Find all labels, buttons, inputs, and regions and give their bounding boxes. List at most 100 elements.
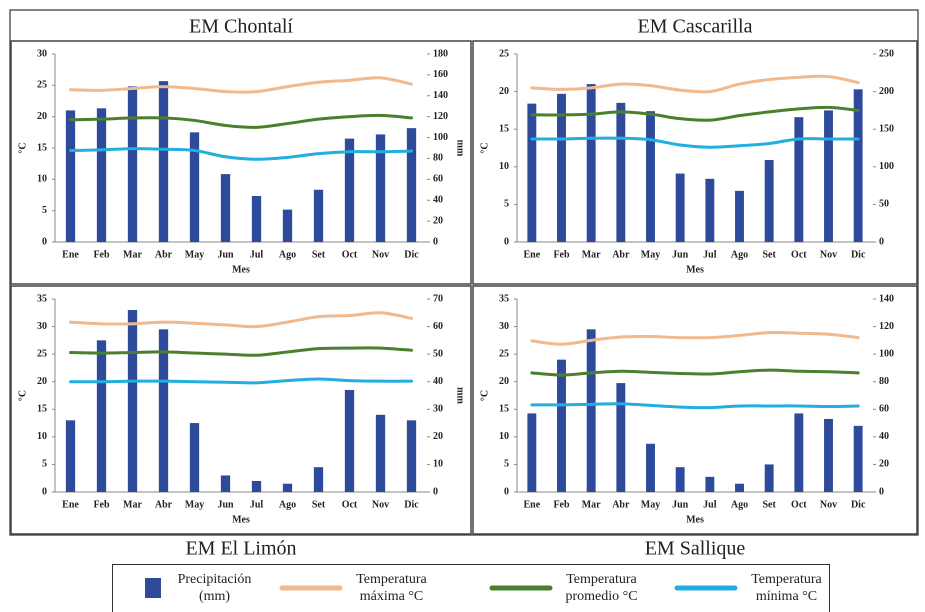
bar [705, 476, 715, 492]
y-tick-label: 25 [499, 48, 509, 59]
y-tick-label: 35 [37, 293, 47, 304]
legend-label: Temperatura máxima °C [356, 572, 427, 604]
y-axis-label: °C [479, 142, 490, 153]
line [530, 105, 860, 122]
y-tick-label: 25 [499, 348, 509, 359]
bar [282, 209, 293, 242]
y2-tick-label: 20 [879, 459, 889, 470]
x-axis-label: Mes [686, 264, 704, 275]
chart-title: EM Sallique [645, 538, 746, 560]
x-tick-label: Ene [523, 249, 540, 260]
x-axis-label: Mes [232, 514, 250, 525]
x-tick-label: Nov [820, 499, 837, 510]
bar [794, 413, 804, 492]
x-tick-label: Ago [731, 249, 748, 260]
y-tick-label: 15 [37, 404, 47, 415]
y2-tick-label: 150 [879, 123, 894, 134]
bar [406, 420, 417, 492]
y2-tick-label: 100 [879, 348, 894, 359]
y2-tick-label: 20 [433, 431, 443, 442]
x-tick-label: Ene [523, 499, 540, 510]
line [530, 331, 860, 346]
y-tick-label: 20 [499, 376, 509, 387]
bar [527, 413, 537, 492]
chart-title: EM Chontalí [189, 16, 293, 38]
legend-label: Precipitación (mm) [177, 572, 252, 604]
y-tick-label: 15 [37, 142, 47, 153]
bar [313, 467, 324, 492]
y-tick-label: 15 [499, 404, 509, 415]
x-tick-label: Feb [93, 499, 110, 510]
y2-tick-label: 60 [433, 321, 443, 332]
y2-tick-label: 0 [433, 486, 438, 497]
legend-item: Precipitación (mm) [141, 571, 262, 605]
bar [557, 93, 566, 242]
frame [9, 9, 919, 536]
x-tick-label: May [185, 249, 204, 260]
x-tick-label: Abr [155, 499, 173, 510]
legend-item: Temperatura mínima °C [673, 571, 834, 605]
y2-axis-label: mm [455, 387, 466, 404]
bar [220, 475, 231, 492]
x-tick-label: Dic [851, 499, 866, 510]
legend-label: Temperatura promedio °C [565, 572, 638, 604]
bar [127, 310, 138, 492]
x-tick-label: May [641, 249, 660, 260]
bar [220, 174, 231, 242]
y-tick-label: 0 [42, 236, 47, 247]
bar [646, 111, 655, 242]
x-tick-label: Feb [553, 499, 570, 510]
y-tick-label: 30 [499, 321, 509, 332]
y-tick-label: 0 [42, 486, 47, 497]
bar [764, 160, 774, 242]
x-tick-label: Jun [217, 249, 234, 260]
y-axis-label: °C [17, 390, 28, 401]
x-tick-label: Mar [123, 249, 142, 260]
y-tick-label: 20 [499, 86, 509, 97]
x-tick-label: Nov [820, 249, 837, 260]
y-tick-label: 5 [42, 459, 47, 470]
y-tick-label: 10 [37, 174, 47, 185]
legend-swatch [145, 578, 161, 598]
y2-tick-label: 0 [879, 236, 884, 247]
x-tick-label: Feb [93, 249, 110, 260]
bar [158, 81, 169, 243]
x-tick-label: Nov [372, 249, 389, 260]
y2-tick-label: 120 [879, 321, 894, 332]
y2-tick-label: 30 [433, 404, 443, 415]
panel-frame [10, 40, 472, 285]
bar [189, 423, 200, 492]
y-tick-label: 30 [37, 48, 47, 59]
bar [189, 132, 200, 242]
legend-key [489, 585, 553, 591]
y2-tick-label: 60 [879, 404, 889, 415]
x-tick-label: Mar [123, 499, 142, 510]
x-tick-label: Jul [250, 249, 264, 260]
bar [705, 178, 715, 242]
y-tick-label: 20 [37, 376, 47, 387]
line [69, 147, 413, 161]
y-tick-label: 35 [499, 293, 509, 304]
y2-tick-label: 70 [433, 293, 443, 304]
line [69, 311, 413, 329]
bar [557, 359, 566, 492]
y2-tick-label: 0 [879, 486, 884, 497]
x-tick-label: Set [762, 249, 776, 260]
bar [313, 189, 324, 242]
y2-tick-label: 40 [433, 195, 443, 206]
y2-tick-label: 0 [433, 236, 438, 247]
bar [675, 173, 685, 242]
y2-tick-label: 250 [879, 48, 894, 59]
y2-tick-label: 180 [433, 48, 448, 59]
y2-tick-label: 80 [879, 376, 889, 387]
y2-tick-label: 200 [879, 86, 894, 97]
panel-frame [472, 285, 918, 535]
bar [675, 467, 685, 492]
line [69, 377, 413, 385]
bar [586, 84, 596, 242]
x-tick-label: Jun [672, 249, 689, 260]
y2-tick-label: 140 [879, 293, 894, 304]
bar [96, 108, 107, 242]
legend-key [279, 585, 343, 591]
